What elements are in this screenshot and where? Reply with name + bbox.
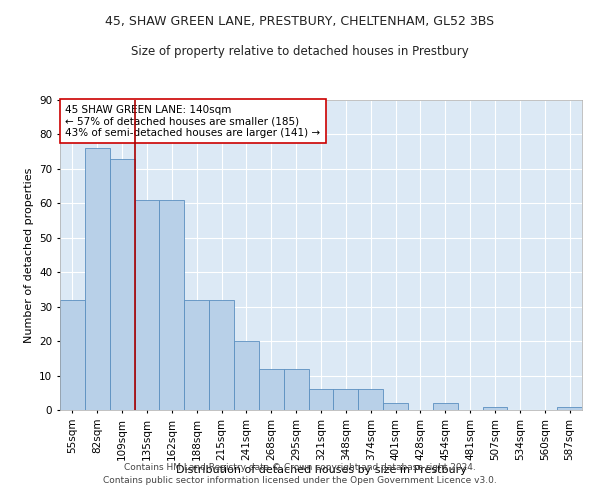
Bar	[134, 200, 160, 410]
Bar	[234, 341, 259, 410]
Bar	[284, 368, 308, 410]
Y-axis label: Number of detached properties: Number of detached properties	[23, 168, 34, 342]
Bar	[433, 403, 458, 410]
Bar	[184, 300, 209, 410]
Text: Size of property relative to detached houses in Prestbury: Size of property relative to detached ho…	[131, 45, 469, 58]
Bar	[334, 390, 358, 410]
Bar	[110, 158, 134, 410]
Bar	[308, 390, 334, 410]
Bar	[209, 300, 234, 410]
Bar	[358, 390, 383, 410]
Bar	[482, 406, 508, 410]
Bar	[160, 200, 184, 410]
Bar	[60, 300, 85, 410]
Bar	[383, 403, 408, 410]
X-axis label: Distribution of detached houses by size in Prestbury: Distribution of detached houses by size …	[176, 466, 466, 475]
Bar	[85, 148, 110, 410]
Text: Contains HM Land Registry data © Crown copyright and database right 2024.
Contai: Contains HM Land Registry data © Crown c…	[103, 464, 497, 485]
Text: 45, SHAW GREEN LANE, PRESTBURY, CHELTENHAM, GL52 3BS: 45, SHAW GREEN LANE, PRESTBURY, CHELTENH…	[106, 15, 494, 28]
Text: 45 SHAW GREEN LANE: 140sqm
← 57% of detached houses are smaller (185)
43% of sem: 45 SHAW GREEN LANE: 140sqm ← 57% of deta…	[65, 104, 320, 138]
Bar	[259, 368, 284, 410]
Bar	[557, 406, 582, 410]
